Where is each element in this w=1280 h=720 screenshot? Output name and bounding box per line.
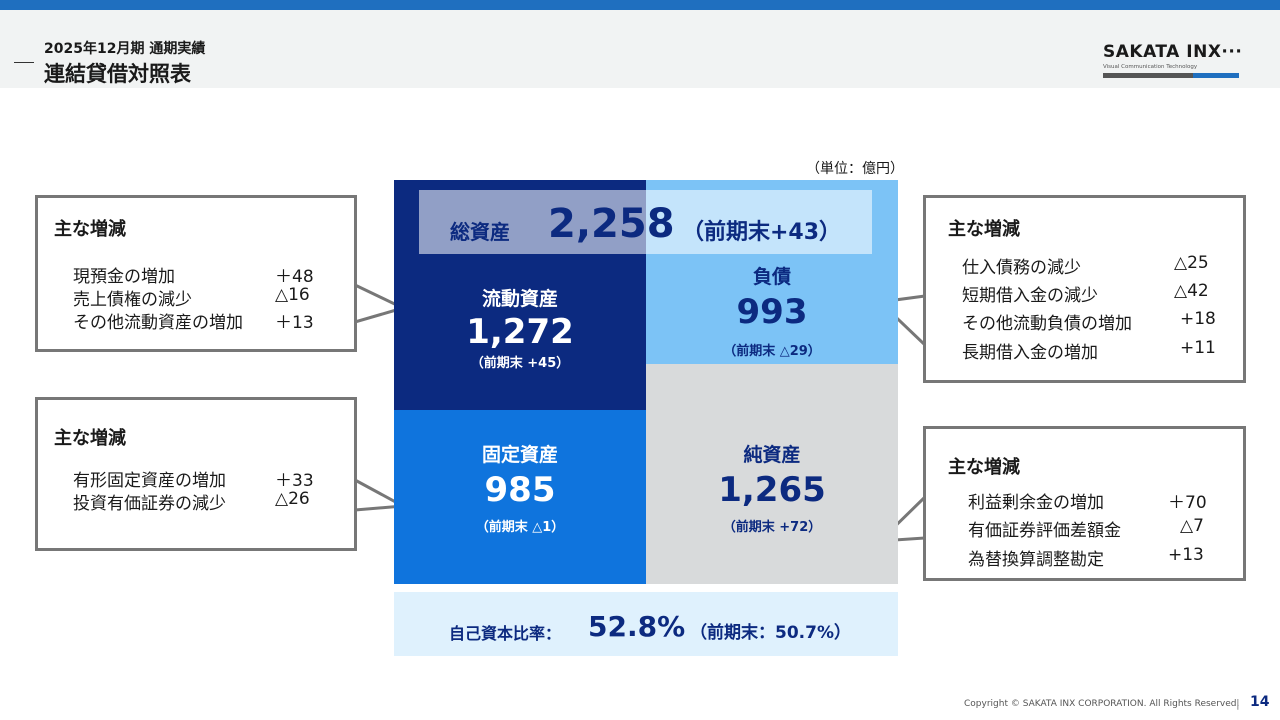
item-value: +13 (1168, 545, 1204, 565)
item-label: 売上債権の減少 (73, 290, 192, 310)
net-assets-label: 純資産 (743, 444, 801, 466)
fixed-assets-prev: （前期末 △1） (475, 520, 565, 535)
list-item: 短期借入金の減少 △42 (962, 281, 1209, 306)
net-assets-value: 1,265 (718, 470, 826, 510)
equity-ratio-value: 52.8% (588, 610, 686, 643)
equity-ratio-prev: （前期末：50.7%） (690, 623, 851, 643)
callout-title: 主な増減 (54, 428, 126, 449)
list-item: 利益剰余金の増加 ＋70 (968, 488, 1207, 513)
logo-tagline: Visual Communication Technology (1103, 64, 1198, 70)
logo-name: SAKATA INX··· (1103, 42, 1243, 62)
liabilities-prev: （前期末 △29） (723, 344, 821, 359)
list-item: 売上債権の減少 △16 (73, 285, 310, 310)
copyright-text: Copyright © SAKATA INX CORPORATION. All … (964, 699, 1240, 709)
fixed-assets-block: 固定資産 985 （前期末 △1） (394, 410, 646, 584)
list-item: 有価証券評価差額金 △7 (968, 516, 1204, 541)
item-label: 為替換算調整勘定 (968, 550, 1104, 570)
total-assets-band (419, 190, 872, 254)
item-value: △25 (1174, 253, 1209, 273)
item-label: 利益剰余金の増加 (968, 493, 1104, 513)
callout-net-assets: 主な増減 利益剰余金の増加 ＋70 有価証券評価差額金 △7 為替換算調整勘定 … (923, 426, 1246, 581)
callout-title: 主な増減 (948, 219, 1020, 240)
current-assets-prev: （前期末 +45） (470, 356, 570, 371)
header-dash (14, 62, 34, 63)
item-label: 短期借入金の減少 (962, 286, 1098, 306)
list-item: その他流動負債の増加 +18 (962, 309, 1216, 334)
slide-header: 2025年12月期 通期実績 連結貸借対照表 SAKATA INX··· Vis… (0, 10, 1280, 88)
slide-title: 連結貸借対照表 (44, 62, 191, 86)
list-item: 現預金の増加 ＋48 (73, 262, 314, 287)
callout-title: 主な増減 (948, 457, 1020, 478)
net-assets-block: 純資産 1,265 （前期末 +72） (646, 364, 898, 584)
list-item: 投資有価証券の減少 △26 (73, 489, 310, 514)
current-assets-label: 流動資産 (481, 288, 558, 310)
company-logo: SAKATA INX··· Visual Communication Techn… (1103, 42, 1243, 82)
item-value: +18 (1180, 309, 1216, 329)
equity-ratio-label: 自己資本比率： (449, 624, 562, 643)
callout-current-assets: 主な増減 現預金の増加 ＋48 売上債権の減少 △16 その他流動資産の増加 ＋… (35, 195, 357, 352)
item-label: 仕入債務の減少 (962, 258, 1081, 278)
net-assets-prev: （前期末 +72） (722, 520, 822, 535)
total-assets-prev: （前期末+43） (682, 220, 842, 245)
item-label: 有形固定資産の増加 (73, 471, 226, 491)
item-value: △42 (1174, 281, 1209, 301)
item-label: その他流動負債の増加 (962, 314, 1132, 334)
item-value: ＋48 (275, 267, 314, 287)
liabilities-label: 負債 (752, 266, 791, 288)
list-item: 為替換算調整勘定 +13 (968, 545, 1204, 570)
item-value: ＋70 (1168, 493, 1207, 513)
total-assets-label: 総資産 (450, 220, 510, 244)
list-item: 長期借入金の増加 +11 (962, 338, 1216, 363)
current-assets-value: 1,272 (466, 312, 574, 352)
unit-label: （単位：億円） (806, 161, 904, 177)
top-accent-bar (0, 0, 1280, 10)
callout-liabilities: 主な増減 仕入債務の減少 △25 短期借入金の減少 △42 その他流動負債の増加… (923, 195, 1246, 383)
logo-bar-dark (1103, 73, 1193, 78)
item-value: ＋33 (275, 471, 314, 491)
fixed-assets-value: 985 (484, 470, 556, 510)
list-item: 有形固定資産の増加 ＋33 (73, 466, 314, 491)
item-value: ＋13 (275, 313, 314, 333)
list-item: 仕入債務の減少 △25 (962, 253, 1209, 278)
liabilities-value: 993 (736, 292, 808, 332)
item-label: 有価証券評価差額金 (968, 521, 1121, 541)
item-label: 長期借入金の増加 (962, 343, 1098, 363)
item-label: その他流動資産の増加 (73, 313, 243, 333)
footer-separator: | (1236, 697, 1240, 710)
item-value: △7 (1180, 516, 1204, 536)
item-value: +11 (1180, 338, 1216, 358)
fixed-assets-label: 固定資産 (481, 444, 558, 466)
callout-title: 主な増減 (54, 219, 126, 240)
item-value: △16 (275, 285, 310, 305)
list-item: その他流動資産の増加 ＋13 (73, 308, 314, 333)
equity-ratio-box: 自己資本比率： 52.8% （前期末：50.7%） (394, 592, 898, 656)
slide-subtitle: 2025年12月期 通期実績 (44, 41, 206, 57)
item-value: △26 (275, 489, 310, 509)
item-label: 投資有価証券の減少 (73, 494, 226, 514)
total-assets-value: 2,258 (548, 201, 675, 247)
page-number: 14 (1250, 694, 1270, 710)
callout-fixed-assets: 主な増減 有形固定資産の増加 ＋33 投資有価証券の減少 △26 (35, 397, 357, 551)
item-label: 現預金の増加 (73, 267, 175, 287)
